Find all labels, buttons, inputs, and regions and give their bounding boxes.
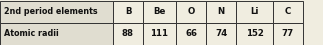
Bar [113,23,143,45]
Text: 66: 66 [185,30,197,39]
Bar [143,1,176,23]
Bar [0,23,113,45]
Bar [206,1,236,23]
Text: 2nd period elements: 2nd period elements [4,8,98,17]
Text: 77: 77 [282,30,294,39]
Text: N: N [217,8,224,17]
Text: Li: Li [250,8,259,17]
Text: 74: 74 [215,30,227,39]
Text: Atomic radii: Atomic radii [4,30,59,39]
Bar [206,23,236,45]
Text: B: B [125,8,131,17]
Text: O: O [187,8,195,17]
Bar [143,23,176,45]
Bar [113,1,143,23]
Text: 111: 111 [151,30,169,39]
Text: Be: Be [153,8,166,17]
Bar [176,23,206,45]
Bar [176,1,206,23]
Bar [236,1,273,23]
Bar [0,1,113,23]
Bar [273,1,303,23]
Bar [273,23,303,45]
Text: C: C [285,8,291,17]
Text: 88: 88 [122,30,134,39]
Text: 152: 152 [245,30,264,39]
Bar [236,23,273,45]
